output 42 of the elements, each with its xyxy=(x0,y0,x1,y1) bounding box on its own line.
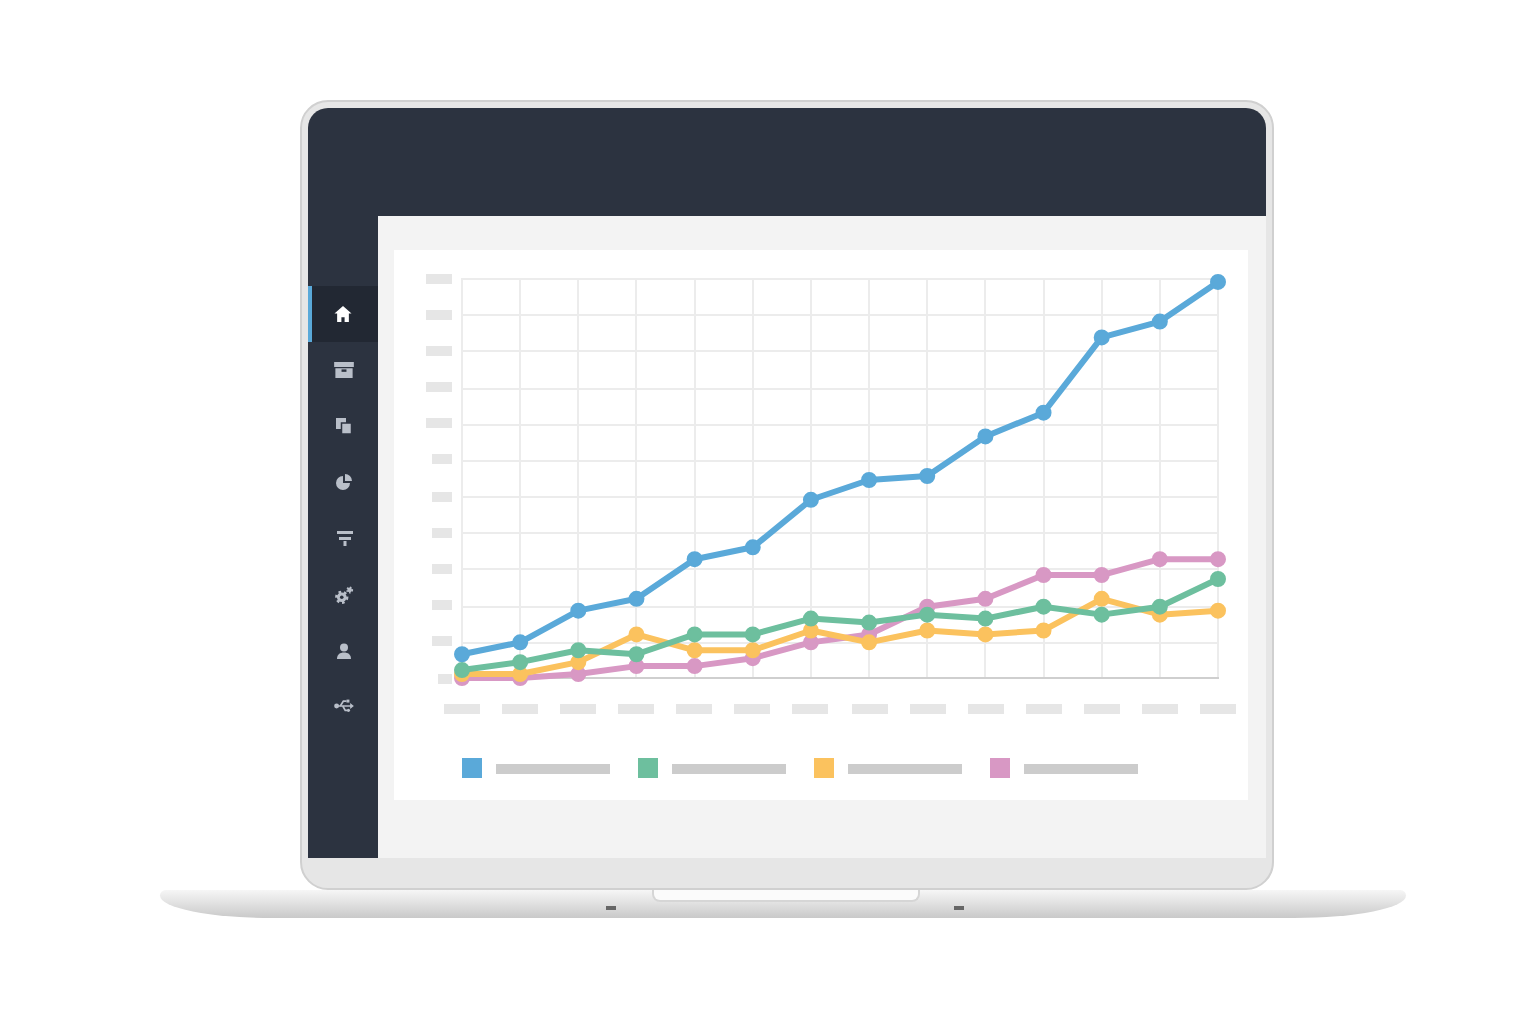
point xyxy=(454,646,470,663)
point xyxy=(977,626,994,643)
point xyxy=(512,654,529,671)
point xyxy=(919,468,936,485)
point xyxy=(977,590,994,607)
point xyxy=(1151,598,1168,615)
point xyxy=(1210,602,1226,619)
point xyxy=(977,610,994,627)
point xyxy=(1093,329,1110,346)
point xyxy=(628,590,645,607)
point xyxy=(686,626,703,643)
point xyxy=(802,610,819,627)
point xyxy=(861,614,878,631)
point xyxy=(628,646,645,663)
point xyxy=(861,471,878,488)
point xyxy=(686,658,703,675)
point xyxy=(570,642,587,659)
point xyxy=(744,626,761,643)
point xyxy=(1151,551,1168,568)
point xyxy=(919,622,936,639)
point xyxy=(1093,606,1110,623)
point xyxy=(1035,404,1052,421)
point xyxy=(861,634,878,651)
point xyxy=(512,634,529,651)
point xyxy=(1210,273,1226,290)
point xyxy=(1093,590,1110,607)
point xyxy=(686,551,703,568)
point xyxy=(977,428,994,445)
point xyxy=(1210,551,1226,568)
point xyxy=(1093,567,1110,584)
point xyxy=(1035,598,1052,615)
point xyxy=(1035,567,1052,584)
point xyxy=(570,602,587,619)
point xyxy=(1035,622,1052,639)
point xyxy=(628,626,645,643)
point xyxy=(744,539,761,556)
point xyxy=(744,642,761,659)
point xyxy=(1210,570,1226,587)
point xyxy=(686,642,703,659)
point xyxy=(919,606,936,623)
point xyxy=(1151,313,1168,330)
point xyxy=(802,491,819,508)
